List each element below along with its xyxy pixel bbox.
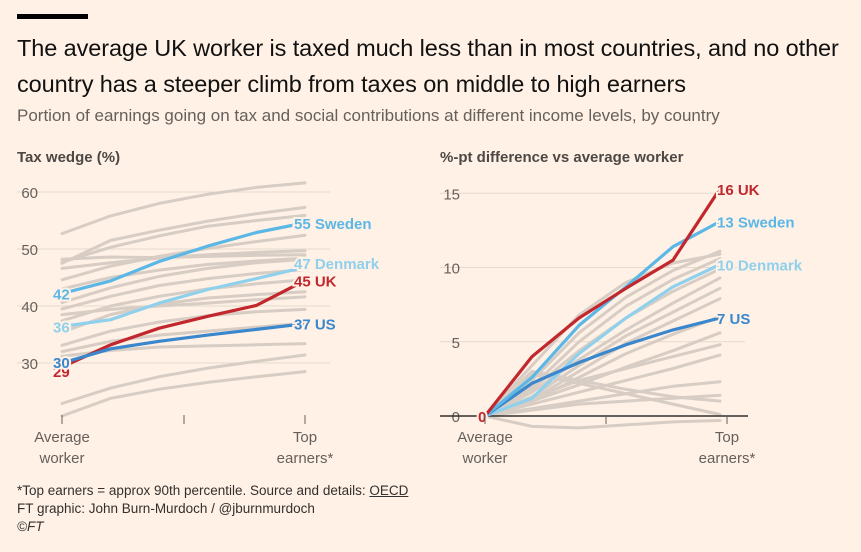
credit: FT graphic: John Burn-Murdoch / @jburnmu… — [17, 501, 315, 516]
x-label-average-worker: Average worker — [34, 429, 90, 467]
y-tick-label: 50 — [21, 242, 38, 259]
series-start-label-uk: 29 — [53, 364, 70, 381]
background-country-line — [60, 205, 307, 265]
series-line-uk — [483, 187, 722, 418]
series-end-label-uk: 16 UK — [717, 182, 760, 199]
background-country-line — [483, 249, 722, 418]
series-line-denmark — [60, 265, 307, 329]
background-country-line — [60, 307, 307, 347]
series-end-label-uk: 45 UK — [294, 273, 337, 290]
background-country-line — [483, 369, 722, 418]
background-country-line — [60, 290, 307, 334]
background-country-line — [483, 252, 722, 418]
x-label-line: worker — [461, 450, 507, 467]
x-label-line: Average — [457, 429, 513, 446]
ft-top-bar — [17, 14, 88, 19]
background-country-line — [60, 257, 307, 305]
series-line-sweden — [60, 221, 307, 296]
panel-title: Tax wedge (%) — [17, 149, 120, 166]
chart-panel-1: Tax wedge (%) 30 40 50 60 55 Sweden 42 47 Denma… — [17, 149, 382, 467]
x-label-top-earners: Top earners* — [699, 429, 756, 467]
background-country-line — [60, 181, 307, 236]
x-label-average-worker: Average worker — [457, 429, 513, 467]
x-label-line: Top — [293, 429, 317, 446]
chart-title: The average UK worker is taxed much less… — [17, 35, 839, 97]
background-country-line — [60, 278, 307, 323]
background-country-line — [60, 321, 307, 354]
series-end-label-sweden: 55 Sweden — [294, 216, 372, 233]
series-line-uk — [60, 278, 307, 369]
background-country-line — [60, 295, 307, 317]
footer: *Top earners = approx 90th percentile. S… — [17, 482, 408, 536]
background-country-line — [483, 257, 722, 418]
y-tick-label: 10 — [443, 261, 460, 278]
x-label-line: earners* — [277, 450, 334, 467]
x-label-line: worker — [38, 450, 84, 467]
y-tick-label: 30 — [21, 356, 38, 373]
y-tick-label: 60 — [21, 185, 38, 202]
background-country-line — [60, 253, 307, 261]
background-country-line — [60, 370, 307, 418]
series-start-label-denmark: 36 — [53, 320, 70, 337]
series-end-label-us: 37 US — [294, 317, 336, 334]
y-tick-label: 5 — [452, 335, 460, 352]
series-line-us — [60, 322, 307, 365]
chart-panel-2: %-pt difference vs average worker 0 5 10 15 1… — [440, 149, 805, 467]
background-country-line — [60, 213, 307, 264]
background-country-line — [483, 331, 722, 418]
panel-title: %-pt difference vs average worker — [440, 149, 684, 166]
source-note: *Top earners = approx 90th percentile. S… — [17, 483, 409, 498]
x-label-line: Top — [715, 429, 739, 446]
series-end-label-sweden: 13 Sweden — [717, 214, 795, 231]
series-start-label-sweden: 42 — [53, 286, 70, 303]
x-label-line: earners* — [699, 450, 756, 467]
background-country-line — [60, 353, 307, 405]
series-end-label-denmark: 10 Denmark — [717, 258, 803, 275]
x-label-line: Average — [34, 429, 90, 446]
series-line-sweden — [483, 219, 722, 418]
background-country-line — [483, 414, 722, 430]
series-line-us — [483, 316, 722, 418]
background-country-line — [483, 372, 722, 418]
chart-subtitle: Portion of earnings going on tax and soc… — [17, 106, 720, 125]
x-label-top-earners: Top earners* — [277, 429, 334, 467]
series-line-denmark — [483, 262, 722, 418]
background-country-line — [60, 256, 307, 291]
y-tick-label: 0 — [452, 409, 460, 426]
background-country-line — [60, 268, 307, 311]
y-tick-label: 40 — [21, 299, 38, 316]
y-tick-label: 15 — [443, 186, 460, 203]
background-country-line — [483, 276, 722, 418]
copyright: ©FT — [17, 519, 44, 534]
series-end-label-us: 7 US — [717, 311, 750, 328]
oecd-link[interactable]: OECD — [369, 483, 409, 498]
series-start-label-us: 30 — [53, 355, 70, 372]
series-end-label-denmark: 47 Denmark — [294, 256, 380, 273]
